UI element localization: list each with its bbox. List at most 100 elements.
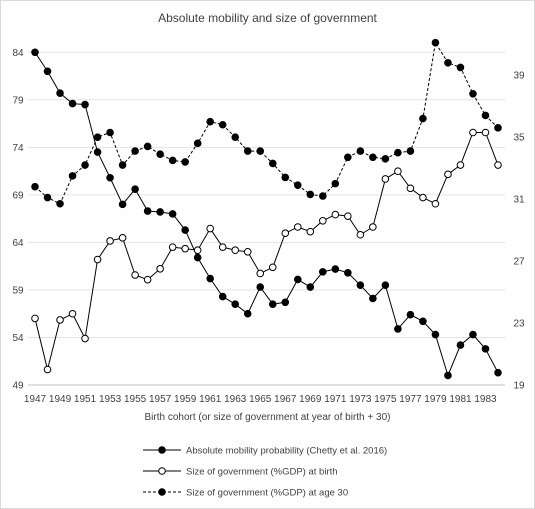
x-axis-label: Birth cohort (or size of government at y… [145,412,391,423]
data-point [306,283,315,291]
legend-marker [158,467,166,475]
data-point [118,161,127,169]
x-tick-label: 1971 [324,394,347,405]
data-point [319,192,327,200]
left-tick-label: 69 [12,190,24,201]
data-point [231,133,240,141]
data-point [118,234,127,242]
data-point [469,330,477,339]
data-point [31,314,39,323]
x-tick-label: 1969 [299,394,322,405]
data-point [256,283,265,291]
data-point [43,365,52,374]
data-point [356,147,365,155]
data-point [419,114,427,123]
x-tick-label: 1975 [374,394,397,405]
legend-label: Absolute mobility probability (Chetty et… [186,446,387,457]
x-tick-label: 1979 [424,394,447,405]
data-point [143,275,152,284]
right-tick-label: 27 [513,257,525,268]
data-point [81,334,89,343]
left-tick-label: 84 [12,48,24,59]
data-point [243,247,252,256]
data-point [281,173,290,182]
series-layer [31,38,502,380]
data-point [106,237,114,245]
data-point [168,243,177,251]
chart-title: Absolute mobility and size of government [158,11,377,25]
data-point [193,139,202,148]
data-point [256,269,265,278]
left-tick-label: 74 [12,143,24,154]
data-point [131,185,139,193]
data-point [319,216,327,225]
data-point [456,161,465,169]
data-point [131,147,139,155]
data-point [444,371,452,380]
data-point [293,223,302,231]
data-point [93,255,102,264]
data-point [131,271,139,279]
data-point [181,226,189,234]
data-point [43,193,52,202]
data-point [268,300,277,308]
x-tick-label: 1977 [399,394,422,405]
data-point [306,190,315,199]
data-point [293,181,302,189]
data-point [68,172,77,180]
data-point [81,161,89,169]
data-point [106,128,114,137]
data-point [268,263,277,272]
x-tick-label: 1951 [74,394,97,405]
data-point [394,167,402,176]
data-point [469,128,477,137]
left-tick-label: 64 [12,238,24,249]
left-tick-label: 59 [12,285,24,296]
x-tick-label: 1981 [449,394,472,405]
data-point [231,246,240,255]
x-tick-label: 1955 [124,394,147,405]
data-point [394,148,402,157]
series-line [34,41,499,205]
data-point [156,208,164,216]
data-point [369,153,377,162]
legend-marker [158,488,166,496]
data-point [281,298,290,307]
data-point [218,292,227,301]
legend-label: Size of government (%GDP) at age 30 [186,488,348,499]
data-point [268,159,277,168]
right-tick-label: 31 [513,195,525,206]
data-point [494,124,502,132]
data-point [168,210,177,218]
data-point [143,207,152,215]
x-tick-label: 1949 [49,394,72,405]
legend-item: Size of government (%GDP) at birth [143,467,338,478]
data-point [444,58,452,67]
data-point [431,199,440,208]
data-point [369,223,377,231]
data-point [43,67,52,76]
series-3 [31,38,502,208]
data-point [243,147,252,155]
data-point [181,244,189,253]
data-point [456,63,465,72]
data-point [56,89,64,97]
x-tick-label: 1973 [349,394,372,405]
data-point [218,243,227,251]
x-tick-label: 1963 [224,394,247,405]
x-tick-label: 1953 [99,394,122,405]
x-tick-label: 1957 [149,394,172,405]
data-point [456,341,465,349]
data-point [181,158,189,166]
legend: Absolute mobility probability (Chetty et… [143,446,387,499]
data-point [243,309,252,318]
data-point [206,117,214,126]
left-axis-tick-labels: 49 54 59 64 69 74 79 84 [12,48,24,392]
left-tick-label: 49 [12,381,24,392]
data-point [481,128,490,137]
x-tick-label: 1961 [199,394,222,405]
data-point [206,224,214,233]
left-tick-label: 79 [12,95,24,106]
data-point [168,156,177,165]
